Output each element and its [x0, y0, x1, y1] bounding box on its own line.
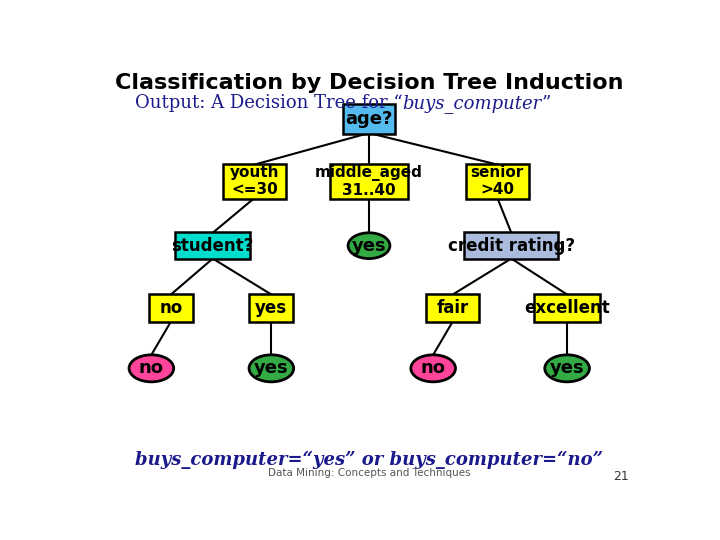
Text: yes: yes: [256, 299, 287, 317]
FancyBboxPatch shape: [330, 164, 408, 199]
Text: Classification by Decision Tree Induction: Classification by Decision Tree Inductio…: [114, 73, 624, 93]
Text: senior
>40: senior >40: [471, 165, 524, 198]
FancyBboxPatch shape: [343, 104, 395, 134]
Text: yes: yes: [254, 359, 289, 377]
Text: yes: yes: [550, 359, 585, 377]
Text: middle_aged
31..40: middle_aged 31..40: [315, 165, 423, 198]
Text: credit rating?: credit rating?: [448, 237, 575, 255]
FancyBboxPatch shape: [464, 232, 559, 259]
Text: Output: A Decision Tree for “: Output: A Decision Tree for “: [135, 94, 402, 112]
Ellipse shape: [545, 355, 590, 382]
Text: age?: age?: [346, 110, 392, 128]
Text: 21: 21: [613, 470, 629, 483]
Text: ”: ”: [541, 94, 551, 112]
Ellipse shape: [411, 355, 456, 382]
Ellipse shape: [249, 355, 294, 382]
Ellipse shape: [348, 233, 390, 259]
FancyBboxPatch shape: [466, 164, 529, 199]
FancyBboxPatch shape: [534, 294, 600, 322]
Text: student?: student?: [171, 237, 254, 255]
Text: buys_computer: buys_computer: [402, 94, 541, 113]
Text: excellent: excellent: [524, 299, 610, 317]
FancyBboxPatch shape: [249, 294, 293, 322]
Text: no: no: [159, 299, 183, 317]
Text: youth
<=30: youth <=30: [230, 165, 279, 198]
Text: no: no: [139, 359, 164, 377]
Text: yes: yes: [351, 237, 387, 255]
Ellipse shape: [129, 355, 174, 382]
Text: fair: fair: [436, 299, 469, 317]
FancyBboxPatch shape: [222, 164, 287, 199]
FancyBboxPatch shape: [176, 232, 250, 259]
FancyBboxPatch shape: [426, 294, 479, 322]
FancyBboxPatch shape: [149, 294, 193, 322]
Text: Data Mining: Concepts and Techniques: Data Mining: Concepts and Techniques: [268, 468, 470, 478]
Text: no: no: [420, 359, 446, 377]
Text: buys_computer=“yes” or buys_computer=“no”: buys_computer=“yes” or buys_computer=“no…: [135, 451, 603, 469]
